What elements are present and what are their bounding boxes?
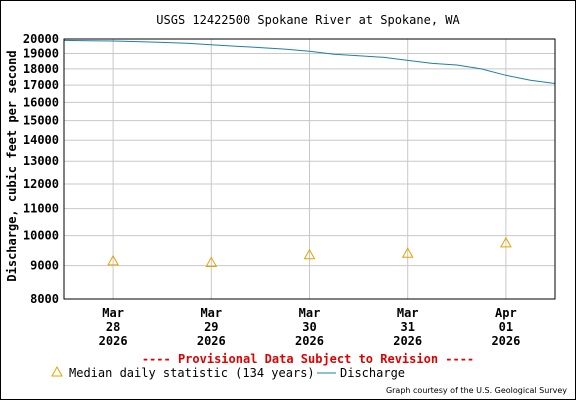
y-tick-label: 18000 <box>23 62 59 76</box>
x-tick-month: Apr <box>495 306 517 320</box>
x-tick-month: Mar <box>102 306 124 320</box>
y-tick-label: 20000 <box>23 32 59 46</box>
plot-border <box>63 38 556 300</box>
grid-lines <box>64 38 555 300</box>
y-tick-label: 13000 <box>23 154 59 168</box>
legend-discharge-label: Discharge <box>340 366 405 380</box>
x-tick-year: 2026 <box>393 334 422 348</box>
x-tick-day: 01 <box>499 320 513 334</box>
y-tick-label: 16000 <box>23 95 59 109</box>
x-tick-day: 30 <box>302 320 316 334</box>
y-tick-label: 15000 <box>23 114 59 128</box>
discharge-line <box>63 39 556 84</box>
median-marker <box>107 254 119 266</box>
y-tick-label: 11000 <box>23 202 59 216</box>
median-marker <box>500 236 512 248</box>
series-layer <box>63 38 556 300</box>
x-tick-day: 28 <box>106 320 120 334</box>
credit-text: Graph courtesy of the U.S. Geological Su… <box>386 386 567 395</box>
legend-median-label: Median daily statistic (134 years) <box>69 366 315 380</box>
y-tick-label: 17000 <box>23 78 59 92</box>
y-tick-label: 10000 <box>23 229 59 243</box>
legend-median-triangle <box>51 365 63 377</box>
x-tick-year: 2026 <box>295 334 324 348</box>
y-axis-label: Discharge, cubic feet per second <box>5 50 19 281</box>
x-tick-year: 2026 <box>197 334 226 348</box>
y-tick-label: 14000 <box>23 133 59 147</box>
x-tick-month: Mar <box>299 306 321 320</box>
median-marker <box>401 247 414 258</box>
y-tick-label: 19000 <box>23 47 59 61</box>
provisional-notice: ---- Provisional Data Subject to Revisio… <box>142 352 474 366</box>
x-tick-month: Mar <box>397 306 419 320</box>
x-tick-month: Mar <box>200 306 222 320</box>
y-tick-label: 12000 <box>23 177 59 191</box>
x-tick-labels: Mar282026Mar292026Mar302026Mar312026Apr0… <box>99 306 521 348</box>
x-tick-year: 2026 <box>99 334 128 348</box>
x-tick-year: 2026 <box>491 334 520 348</box>
x-tick-day: 29 <box>204 320 218 334</box>
y-tick-label: 9000 <box>30 259 59 273</box>
median-marker <box>205 256 218 267</box>
median-marker <box>303 248 316 260</box>
x-tick-day: 31 <box>400 320 414 334</box>
y-tick-label: 8000 <box>30 292 59 306</box>
chart-title: USGS 12422500 Spokane River at Spokane, … <box>156 13 460 27</box>
